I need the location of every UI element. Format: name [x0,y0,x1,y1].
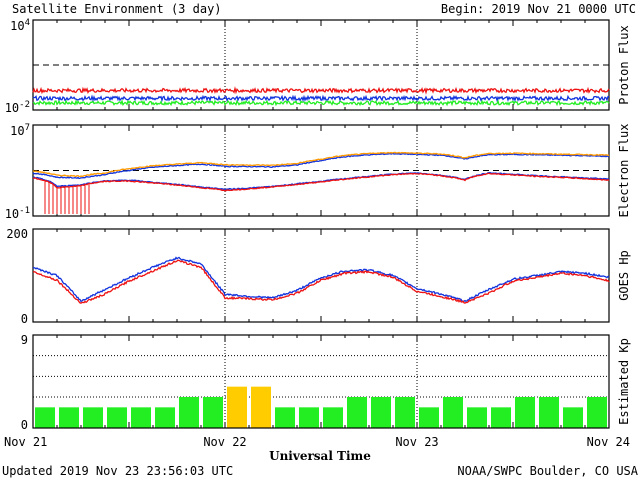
hp-series-red [32,259,610,304]
updated-label: Updated 2019 Nov 23 23:56:03 UTC [2,464,233,478]
hp-ytick-top: 200 [6,227,28,241]
x-tick-label: Nov 22 [203,435,246,449]
begin-label: Begin: 2019 Nov 21 0000 UTC [441,2,636,16]
panels: 104 10-2 Proton Flux 107 10-1 Electron Flux 20… [4,18,631,449]
hp-series-blue [32,256,610,303]
kp-bar [587,397,607,428]
kp-bar [251,386,271,428]
kp-bar [419,407,439,428]
x-axis-label: Universal Time [269,449,371,463]
electron-ytick-bottom: 10-1 [5,206,30,221]
proton-ytick-bottom: 10-2 [5,100,30,115]
kp-ytick-bottom: 0 [21,418,28,432]
kp-bar [83,407,103,428]
proton-series-green [32,98,610,107]
credit-label: NOAA/SWPC Boulder, CO USA [457,464,638,478]
kp-bar [299,407,319,428]
kp-bar [467,407,487,428]
x-tick-label: Nov 21 [4,435,47,449]
kp-bar [515,397,535,428]
kp-bar [371,397,391,428]
kp-bar [395,397,415,428]
proton-panel-frame [32,19,610,111]
kp-bar [155,407,175,428]
proton-series-blue [32,94,610,103]
goes-hp-panel-frame [32,228,610,323]
electron-series-orange-1 [32,151,610,178]
kp-bar [539,397,559,428]
estimated-kp-label: Estimated Kp [617,338,631,425]
kp-bar [323,407,343,428]
goes-hp-label: GOES Hp [617,250,631,301]
x-tick-label: Nov 24 [587,435,630,449]
figure-title: Satellite Environment (3 day) [12,2,222,16]
kp-bar [275,407,295,428]
kp-bar [443,397,463,428]
kp-panel-frame [32,334,610,429]
x-tick-label: Nov 23 [395,435,438,449]
kp-bar [227,386,247,428]
proton-ytick-top: 104 [10,18,30,33]
kp-bar [347,397,367,428]
proton-flux-label: Proton Flux [617,25,631,104]
kp-bar [59,407,79,428]
kp-bar [203,397,223,428]
kp-bar [491,407,511,428]
electron-ytick-top: 107 [10,123,30,138]
proton-series-red [32,86,610,95]
kp-bar [107,407,127,428]
kp-ytick-top: 9 [21,333,28,347]
kp-bar [131,407,151,428]
kp-bar [563,407,583,428]
electron-flux-label: Electron Flux [617,124,631,218]
kp-bar [179,397,199,428]
hp-ytick-bottom: 0 [21,312,28,326]
electron-series-red-3 [32,172,610,192]
kp-bar [35,407,55,428]
